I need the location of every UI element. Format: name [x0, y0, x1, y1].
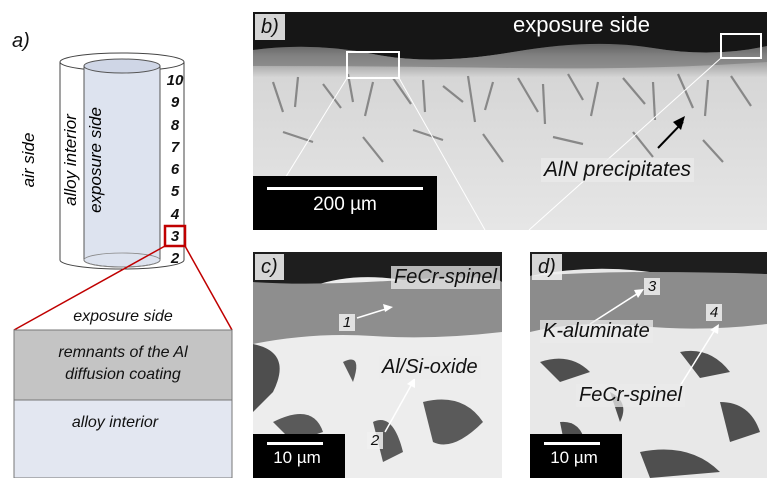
- detail-interior-label: alloy interior: [71, 414, 159, 431]
- highlight-box: [163, 224, 187, 248]
- precipitate-needles: [271, 73, 752, 163]
- zoom-box-c: [346, 51, 400, 79]
- detail-title: exposure side: [73, 308, 173, 325]
- detail-coating-label: remnants of the Al diffusion coating: [14, 342, 232, 386]
- position-number: 5: [170, 183, 180, 201]
- position-number: 4: [170, 205, 180, 223]
- position-number: 9: [170, 94, 180, 112]
- zoom-line-c-right: [398, 77, 486, 230]
- position-number: 10: [166, 72, 184, 89]
- air-side-label: air side: [19, 132, 38, 188]
- arrow-point-4: [679, 327, 717, 387]
- scale-bar-d-text: 10 µm: [550, 448, 598, 467]
- position-numbers: 10 9 8 7 6 5 4 3 2: [160, 70, 190, 271]
- point-2-marker: 2: [367, 432, 383, 449]
- detail-coating-line2: diffusion coating: [65, 366, 181, 383]
- alloy-interior-vertical-label: alloy interior: [61, 114, 80, 206]
- fecr-spinel-label-d: FeCr-spinel: [576, 384, 685, 407]
- point-4-marker: 4: [706, 304, 722, 321]
- position-number: 8: [170, 116, 180, 134]
- panel-a-label: a): [12, 30, 30, 52]
- zoom-line-right: [184, 245, 233, 331]
- scale-bar-b-text: 200 µm: [313, 194, 377, 215]
- scale-bar-b: 200 µm: [253, 176, 437, 230]
- panel-d-label: d): [532, 254, 562, 280]
- point-3-marker: 3: [644, 278, 660, 295]
- arrow-point-2: [384, 381, 414, 433]
- aln-precipitates-label: AlN precipitates: [541, 158, 695, 182]
- position-number: 2: [170, 250, 180, 268]
- exposure-side-vertical-label: exposure side: [86, 107, 105, 213]
- arrow-point-1: [356, 307, 390, 319]
- scale-bar-d: 10 µm: [530, 434, 622, 478]
- position-number: 3: [170, 228, 180, 246]
- k-aluminate-label: K-aluminate: [540, 320, 653, 343]
- fecr-spinel-label-c: FeCr-spinel: [391, 266, 500, 289]
- scale-bar-c-text: 10 µm: [273, 448, 321, 467]
- panel-b-micrograph: b) exposure side AlN precipitates 200 µm: [253, 12, 767, 230]
- zoom-box-d: [720, 33, 762, 59]
- exposure-side-title: exposure side: [513, 12, 650, 37]
- scale-bar-c: 10 µm: [253, 434, 345, 478]
- detail-coating-line1: remnants of the Al: [58, 344, 188, 361]
- panel-b-label: b): [255, 14, 285, 40]
- panel-c-label: c): [255, 254, 284, 280]
- al-si-oxide-label: Al/Si-oxide: [379, 356, 481, 379]
- arrow-point-3: [589, 291, 641, 325]
- panel-a-schematic: a) air side alloy interior exposure side…: [0, 0, 245, 478]
- alloy-interior-layer: [13, 399, 233, 478]
- zoom-line-left: [13, 245, 166, 331]
- tube-schematic: [13, 52, 233, 478]
- position-number: 7: [170, 138, 180, 156]
- position-number: 6: [170, 161, 180, 179]
- panel-c-micrograph: c) FeCr-spinel Al/Si-oxide 1 2 10 µm: [253, 252, 502, 478]
- panel-d-micrograph: d) K-aluminate FeCr-spinel 3 4 10 µm: [530, 252, 767, 478]
- zoom-line-d-left: [528, 57, 722, 230]
- point-1-marker: 1: [339, 314, 355, 331]
